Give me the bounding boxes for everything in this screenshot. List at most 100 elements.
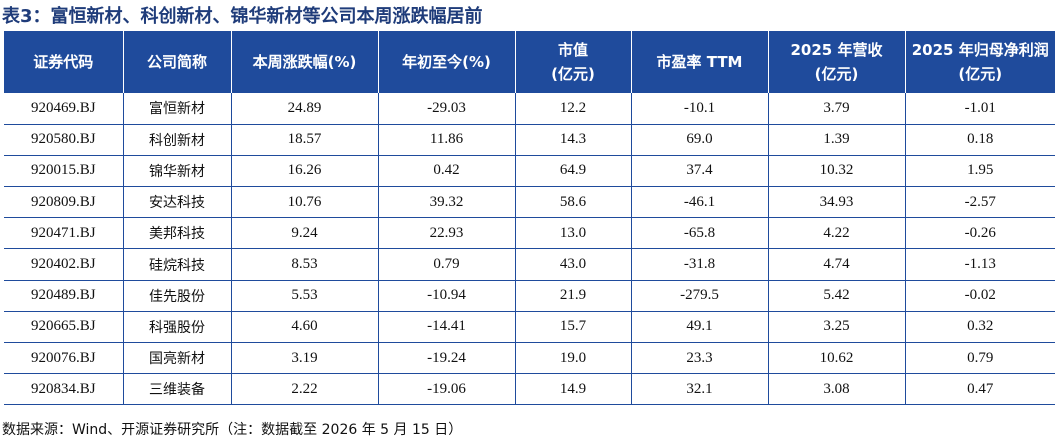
cell-net-profit-2025: 0.32: [905, 311, 1055, 344]
cell-code: 920015.BJ: [4, 155, 124, 188]
cell-name: 科强股份: [123, 311, 232, 344]
cell-name: 佳先股份: [123, 280, 232, 312]
cell-name: 国亮新材: [123, 342, 232, 375]
cell-name: 富恒新材: [123, 93, 232, 125]
cell-net-profit-2025: -2.57: [905, 186, 1055, 219]
cell-net-profit-2025: -0.02: [905, 280, 1055, 312]
header-pe-ttm: 市盈率 TTM: [631, 31, 769, 93]
cell-market-cap: 58.6: [515, 186, 632, 219]
cell-market-cap: 13.0: [515, 217, 632, 250]
cell-code: 920402.BJ: [4, 248, 124, 281]
cell-market-cap: 15.7: [515, 311, 632, 344]
cell-revenue-2025: 4.22: [768, 217, 906, 250]
cell-ytd-change: 0.79: [378, 248, 516, 281]
header-ytd-change: 年初至今(%): [378, 31, 516, 93]
cell-market-cap: 19.0: [515, 342, 632, 375]
cell-ytd-change: 0.42: [378, 155, 516, 188]
table-row: 920471.BJ 美邦科技 9.24 22.93 13.0 -65.8 4.22 -0.26: [4, 217, 1055, 250]
cell-revenue-2025: 3.08: [768, 373, 906, 406]
cell-weekly-change: 8.53: [231, 248, 379, 281]
header-market-cap: 市值 (亿元): [515, 31, 632, 93]
cell-revenue-2025: 3.25: [768, 311, 906, 344]
cell-weekly-change: 2.22: [231, 373, 379, 406]
header-revenue-2025: 2025 年营收 (亿元): [768, 31, 906, 93]
cell-net-profit-2025: 0.79: [905, 342, 1055, 375]
cell-name: 安达科技: [123, 186, 232, 219]
cell-pe-ttm: -31.8: [631, 248, 769, 281]
cell-market-cap: 14.3: [515, 124, 632, 156]
cell-weekly-change: 10.76: [231, 186, 379, 219]
cell-pe-ttm: 32.1: [631, 373, 769, 406]
cell-ytd-change: -14.41: [378, 311, 516, 344]
cell-revenue-2025: 3.79: [768, 93, 906, 125]
cell-net-profit-2025: 0.18: [905, 124, 1055, 156]
cell-pe-ttm: -10.1: [631, 93, 769, 125]
cell-revenue-2025: 1.39: [768, 124, 906, 156]
cell-net-profit-2025: -1.01: [905, 93, 1055, 125]
cell-weekly-change: 3.19: [231, 342, 379, 375]
cell-net-profit-2025: 1.95: [905, 155, 1055, 188]
cell-code: 920471.BJ: [4, 217, 124, 250]
cell-code: 920489.BJ: [4, 280, 124, 312]
cell-ytd-change: -29.03: [378, 93, 516, 125]
cell-name: 硅烷科技: [123, 248, 232, 281]
table-title: 表3：富恒新材、科创新材、锦华新材等公司本周涨跌幅居前: [2, 6, 483, 27]
cell-net-profit-2025: -1.13: [905, 248, 1055, 281]
cell-code: 920665.BJ: [4, 311, 124, 344]
cell-net-profit-2025: 0.47: [905, 373, 1055, 406]
cell-name: 锦华新材: [123, 155, 232, 188]
cell-name: 美邦科技: [123, 217, 232, 250]
cell-weekly-change: 24.89: [231, 93, 379, 125]
table-row: 920809.BJ 安达科技 10.76 39.32 58.6 -46.1 34.93 -2.…: [4, 186, 1055, 219]
cell-code: 920076.BJ: [4, 342, 124, 375]
cell-code: 920809.BJ: [4, 186, 124, 219]
cell-ytd-change: -10.94: [378, 280, 516, 312]
cell-ytd-change: -19.06: [378, 373, 516, 406]
table-row: 920665.BJ 科强股份 4.60 -14.41 15.7 49.1 3.25 0.32: [4, 311, 1055, 344]
cell-weekly-change: 18.57: [231, 124, 379, 156]
cell-ytd-change: 22.93: [378, 217, 516, 250]
cell-weekly-change: 16.26: [231, 155, 379, 188]
table-row: 920834.BJ 三维装备 2.22 -19.06 14.9 32.1 3.08 0.47: [4, 373, 1055, 406]
cell-ytd-change: -19.24: [378, 342, 516, 375]
stock-table: 证券代码 公司简称 本周涨跌幅(%) 年初至今(%) 市值 (亿元) 市盈率 TT…: [4, 31, 1055, 406]
table-row: 920076.BJ 国亮新材 3.19 -19.24 19.0 23.3 10.62 0.79: [4, 342, 1055, 375]
cell-ytd-change: 39.32: [378, 186, 516, 219]
cell-weekly-change: 9.24: [231, 217, 379, 250]
cell-weekly-change: 4.60: [231, 311, 379, 344]
header-weekly-change: 本周涨跌幅(%): [231, 31, 379, 93]
cell-name: 三维装备: [123, 373, 232, 406]
cell-pe-ttm: 23.3: [631, 342, 769, 375]
cell-code: 920469.BJ: [4, 93, 124, 125]
cell-revenue-2025: 10.32: [768, 155, 906, 188]
table-row: 920580.BJ 科创新材 18.57 11.86 14.3 69.0 1.39 0.18: [4, 124, 1055, 156]
cell-code: 920834.BJ: [4, 373, 124, 406]
cell-net-profit-2025: -0.26: [905, 217, 1055, 250]
cell-revenue-2025: 4.74: [768, 248, 906, 281]
table-row: 920469.BJ 富恒新材 24.89 -29.03 12.2 -10.1 3.79 -1.…: [4, 93, 1055, 125]
cell-name: 科创新材: [123, 124, 232, 156]
cell-pe-ttm: -65.8: [631, 217, 769, 250]
cell-pe-ttm: 49.1: [631, 311, 769, 344]
cell-revenue-2025: 34.93: [768, 186, 906, 219]
header-name: 公司简称: [123, 31, 232, 93]
table-header-row: 证券代码 公司简称 本周涨跌幅(%) 年初至今(%) 市值 (亿元) 市盈率 TT…: [4, 31, 1055, 93]
cell-pe-ttm: -46.1: [631, 186, 769, 219]
cell-weekly-change: 5.53: [231, 280, 379, 312]
table-row: 920015.BJ 锦华新材 16.26 0.42 64.9 37.4 10.32 1.95: [4, 155, 1055, 188]
table-row: 920489.BJ 佳先股份 5.53 -10.94 21.9 -279.5 5.42 -0.…: [4, 280, 1055, 312]
cell-revenue-2025: 5.42: [768, 280, 906, 312]
cell-market-cap: 12.2: [515, 93, 632, 125]
cell-pe-ttm: 69.0: [631, 124, 769, 156]
header-code: 证券代码: [4, 31, 124, 93]
cell-code: 920580.BJ: [4, 124, 124, 156]
data-source-note: 数据来源：Wind、开源证券研究所（注：数据截至 2026 年 5 月 15 日…: [2, 422, 463, 438]
cell-ytd-change: 11.86: [378, 124, 516, 156]
cell-market-cap: 21.9: [515, 280, 632, 312]
header-net-profit-2025: 2025 年归母净利润 (亿元): [905, 31, 1055, 93]
cell-market-cap: 14.9: [515, 373, 632, 406]
table-row: 920402.BJ 硅烷科技 8.53 0.79 43.0 -31.8 4.74 -1.13: [4, 248, 1055, 281]
cell-market-cap: 43.0: [515, 248, 632, 281]
cell-pe-ttm: 37.4: [631, 155, 769, 188]
cell-market-cap: 64.9: [515, 155, 632, 188]
